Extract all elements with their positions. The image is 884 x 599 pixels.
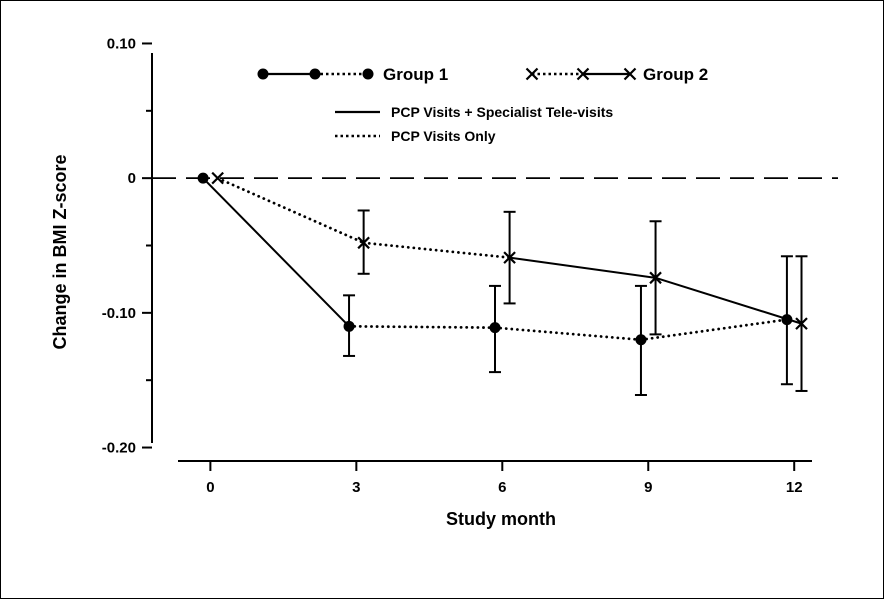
y-axis-title: Change in BMI Z-score <box>50 154 70 349</box>
x-ticks: 0 3 6 9 12 <box>206 461 803 496</box>
legend-solid-label: PCP Visits + Specialist Tele-visits <box>391 104 613 120</box>
series-group-1 <box>197 172 793 397</box>
series-2-point <box>503 251 516 264</box>
series-2-point <box>357 236 370 250</box>
series-1-point <box>343 320 355 332</box>
series-2-segment <box>216 176 366 245</box>
series-group-2 <box>211 171 808 392</box>
series-2-point <box>795 317 808 330</box>
x-tick-label: 3 <box>352 479 360 496</box>
legend-group-2-marker <box>623 67 637 81</box>
series-1-segment <box>347 324 497 330</box>
series-1-segment <box>202 177 351 328</box>
y-tick-label: -0.10 <box>102 305 136 322</box>
y-tick-label: -0.20 <box>102 440 136 457</box>
series-1-point <box>635 334 647 346</box>
x-axis-title: Study month <box>446 509 556 529</box>
legend-dotted-label: PCP Visits Only <box>391 128 496 144</box>
legend-group-1-marker <box>309 68 321 80</box>
legend-solid-style: PCP Visits + Specialist Tele-visits <box>335 104 613 120</box>
legend-group-2: Group 2 <box>525 65 708 84</box>
legend-group-1-marker <box>257 68 269 80</box>
y-ticks: 0.10 0 -0.10 -0.20 <box>102 35 152 457</box>
x-tick-label: 9 <box>644 479 652 496</box>
series-2-segment <box>654 276 803 325</box>
y-axis: 0.10 0 -0.10 -0.20 <box>102 35 153 457</box>
series-2-segment <box>508 256 657 279</box>
legend-group-1: Group 1 <box>257 65 448 84</box>
legend-group-1-label: Group 1 <box>383 65 448 84</box>
legend: Group 1 Group 2 PCP Visits + Specialist … <box>257 65 708 144</box>
x-tick-label: 6 <box>498 479 506 496</box>
series-2-point <box>211 171 224 185</box>
y-tick-label: 0 <box>128 170 136 187</box>
series-1-point <box>197 172 209 184</box>
series-layer <box>197 171 808 397</box>
legend-group-2-label: Group 2 <box>643 65 708 84</box>
series-1-point <box>489 322 501 334</box>
legend-group-1-marker <box>362 68 374 80</box>
legend-group-2-marker <box>525 67 539 81</box>
series-2-point <box>649 271 662 285</box>
y-tick-label: 0.10 <box>107 35 136 52</box>
series-1-segment <box>493 326 643 342</box>
x-tick-label: 0 <box>206 479 214 496</box>
legend-dotted-style: PCP Visits Only <box>335 128 496 144</box>
legend-group-2-marker <box>576 67 590 81</box>
series-1-segment <box>639 318 789 342</box>
series-2-segment <box>362 241 511 260</box>
x-axis: 0 3 6 9 12 <box>178 460 812 496</box>
x-tick-label: 12 <box>786 479 803 496</box>
